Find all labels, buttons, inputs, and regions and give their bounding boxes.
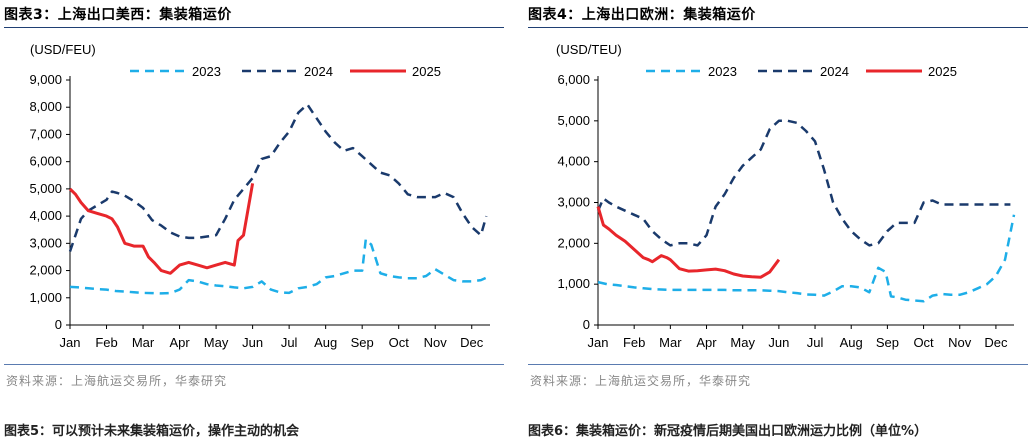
legend-label-2023: 2023 xyxy=(192,64,221,79)
source-note: 资料来源：上海航运交易所，华泰研究 xyxy=(6,374,228,388)
x-tick-label: Nov xyxy=(948,335,972,350)
x-tick-label: May xyxy=(730,335,755,350)
x-tick-label: Aug xyxy=(314,335,337,350)
x-tick-label: Mar xyxy=(659,335,682,350)
next-figure-title: 图表5：可以预计未来集装箱运价，操作主动的机会 xyxy=(4,424,300,439)
x-tick-label: Mar xyxy=(132,335,155,350)
y-tick-label: 5,000 xyxy=(29,181,62,196)
y-tick-label: 0 xyxy=(583,317,590,332)
y-tick-label: 1,000 xyxy=(29,290,62,305)
y-tick-label: 1,000 xyxy=(557,276,590,291)
y-tick-label: 4,000 xyxy=(29,208,62,223)
series-2025-line xyxy=(596,206,781,279)
source-rule xyxy=(4,364,504,365)
x-tick-label: Jun xyxy=(242,335,263,350)
panel-title: 图表4：上海出口欧洲：集装箱运价 xyxy=(528,7,756,23)
x-tick-label: Oct xyxy=(913,335,934,350)
series-2025-line xyxy=(68,183,255,275)
x-tick-label: Apr xyxy=(696,335,717,350)
line-chart: (USD/FEU) 0 1,000 2,000 3,000 4,000 5,000 6,000… xyxy=(29,42,491,350)
source-note: 资料来源：上海航运交易所，华泰研究 xyxy=(530,374,752,388)
legend-label-2025: 2025 xyxy=(412,64,441,79)
y-tick-label: 2,000 xyxy=(29,263,62,278)
y-tick-label: 3,000 xyxy=(29,235,62,250)
series-2023-line xyxy=(69,238,491,295)
x-tick-label: Sep xyxy=(876,335,899,350)
x-tick-label: Apr xyxy=(169,335,190,350)
x-tick-label: May xyxy=(204,335,229,350)
series-2024-line xyxy=(596,119,1011,247)
y-unit-label: (USD/FEU) xyxy=(30,42,96,57)
x-tick-label: Jan xyxy=(60,335,81,350)
y-unit-label: (USD/TEU) xyxy=(556,42,622,57)
x-tick-label: Jul xyxy=(807,335,824,350)
chart-panel-left: 图表3：上海出口美西：集装箱运价 (USD/FEU) 0 1,000 2,000 3,0… xyxy=(4,0,504,439)
y-tick-label: 2,000 xyxy=(557,235,590,250)
y-tick-label: 8,000 xyxy=(29,99,62,114)
x-tick-label: Sep xyxy=(351,335,374,350)
line-chart: (USD/TEU) 0 1,000 2,000 3,000 4,000 5,000 6,000… xyxy=(556,42,1016,350)
x-tick-label: Aug xyxy=(840,335,863,350)
panel-title: 图表3：上海出口美西：集装箱运价 xyxy=(4,7,232,23)
series-2024-line xyxy=(68,103,488,252)
title-rule xyxy=(528,27,1028,28)
x-tick-label: Jan xyxy=(588,335,609,350)
y-tick-label: 9,000 xyxy=(29,72,62,87)
legend-label-2024: 2024 xyxy=(304,64,333,79)
y-tick-label: 0 xyxy=(55,317,62,332)
series-2023-line xyxy=(597,214,1016,303)
title-rule xyxy=(4,27,504,28)
x-tick-label: Dec xyxy=(460,335,484,350)
legend-label-2024: 2024 xyxy=(820,64,849,79)
x-tick-label: Oct xyxy=(389,335,410,350)
chart-panel-right: 图表4：上海出口欧洲：集装箱运价 (USD/TEU) 0 1,000 2,000 3,0… xyxy=(528,0,1028,439)
source-rule xyxy=(528,364,1028,365)
y-tick-label: 4,000 xyxy=(557,154,590,169)
y-tick-label: 6,000 xyxy=(29,154,62,169)
next-figure-title: 图表6：集装箱运价：新冠疫情后期美国出口欧洲运力比例（单位%） xyxy=(528,424,928,439)
legend-label-2023: 2023 xyxy=(708,64,737,79)
x-tick-label: Jul xyxy=(281,335,298,350)
x-tick-label: Jun xyxy=(768,335,789,350)
legend-label-2025: 2025 xyxy=(928,64,957,79)
x-tick-label: Feb xyxy=(623,335,645,350)
y-tick-label: 6,000 xyxy=(557,72,590,87)
y-tick-label: 5,000 xyxy=(557,113,590,128)
y-tick-label: 7,000 xyxy=(29,126,62,141)
x-tick-label: Dec xyxy=(984,335,1008,350)
x-tick-label: Nov xyxy=(424,335,448,350)
y-tick-label: 3,000 xyxy=(557,195,590,210)
x-tick-label: Feb xyxy=(95,335,117,350)
